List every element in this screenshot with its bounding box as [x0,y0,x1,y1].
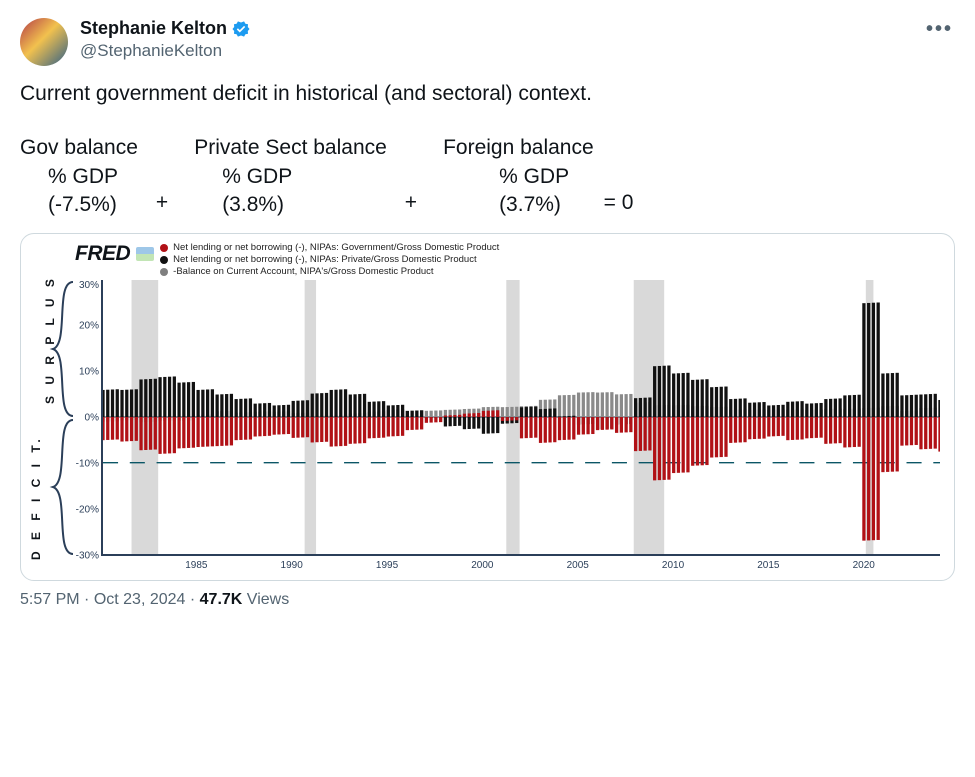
eq-priv-gdp: % GDP [194,163,387,191]
eq-for-label: Foreign balance [443,134,594,162]
chart-card[interactable]: FRED Net lending or net borrowing (-), N… [20,233,955,581]
legend-text: Net lending or net borrowing (-), NIPAs:… [173,242,499,254]
chart: FRED Net lending or net borrowing (-), N… [27,240,948,578]
axis-bracket-icon [49,280,75,556]
meta-views-count[interactable]: 47.7K [200,591,243,608]
eq-gov-label: Gov balance [20,134,138,162]
legend-text: -Balance on Current Account, NIPA's/Gros… [173,266,433,278]
eq-plus-1: + [138,189,186,219]
y-axis-ticks: 30%20%10%0%-10%-20%-30% [75,280,101,556]
fred-logo: FRED [75,242,130,266]
author-name[interactable]: Stephanie Kelton [80,18,227,40]
eq-priv-val: (3.8%) [194,191,387,219]
legend-dot [160,244,168,252]
body-line-1: Current government deficit in historical… [20,80,955,108]
tweet-body: Current government deficit in historical… [20,80,955,219]
eq-gov-val: (-7.5%) [20,191,138,219]
legend-item: Net lending or net borrowing (-), NIPAs:… [160,242,499,254]
tweet-card: Stephanie Kelton @StephanieKelton ••• Cu… [0,0,975,623]
eq-for-val: (3.7%) [443,191,594,219]
ylabel-deficit: D E F I C I T. [29,436,43,561]
eq-gov-gdp: % GDP [20,163,138,191]
legend-dot [160,256,168,264]
plot-area [101,280,940,556]
chart-legend: Net lending or net borrowing (-), NIPAs:… [160,242,499,278]
tweet-meta: 5:57 PM · Oct 23, 2024 · 47.7K Views [20,591,955,609]
verified-badge-icon [231,19,251,39]
legend-dot [160,268,168,276]
tweet-header: Stephanie Kelton @StephanieKelton ••• [20,18,955,66]
eq-for-gdp: % GDP [443,163,594,191]
avatar[interactable] [20,18,68,66]
author-handle[interactable]: @StephanieKelton [80,41,251,61]
meta-time[interactable]: 5:57 PM [20,591,80,608]
author-block: Stephanie Kelton @StephanieKelton [80,18,251,61]
eq-priv-label: Private Sect balance [194,134,387,162]
legend-item: Net lending or net borrowing (-), NIPAs:… [160,254,499,266]
legend-text: Net lending or net borrowing (-), NIPAs:… [173,254,476,266]
fred-chip-icon [136,247,154,261]
meta-views-label: Views [242,591,289,608]
legend-item: -Balance on Current Account, NIPA's/Gros… [160,266,499,278]
more-button[interactable]: ••• [926,18,953,41]
x-axis-ticks: 19851990199520002005201020152020 [101,560,940,574]
eq-plus-2: + [387,189,435,219]
meta-date[interactable]: Oct 23, 2024 [94,591,186,608]
eq-equals-zero: = 0 [594,189,634,219]
equation-block: Gov balance % GDP (-7.5%) + Private Sect… [20,134,955,219]
